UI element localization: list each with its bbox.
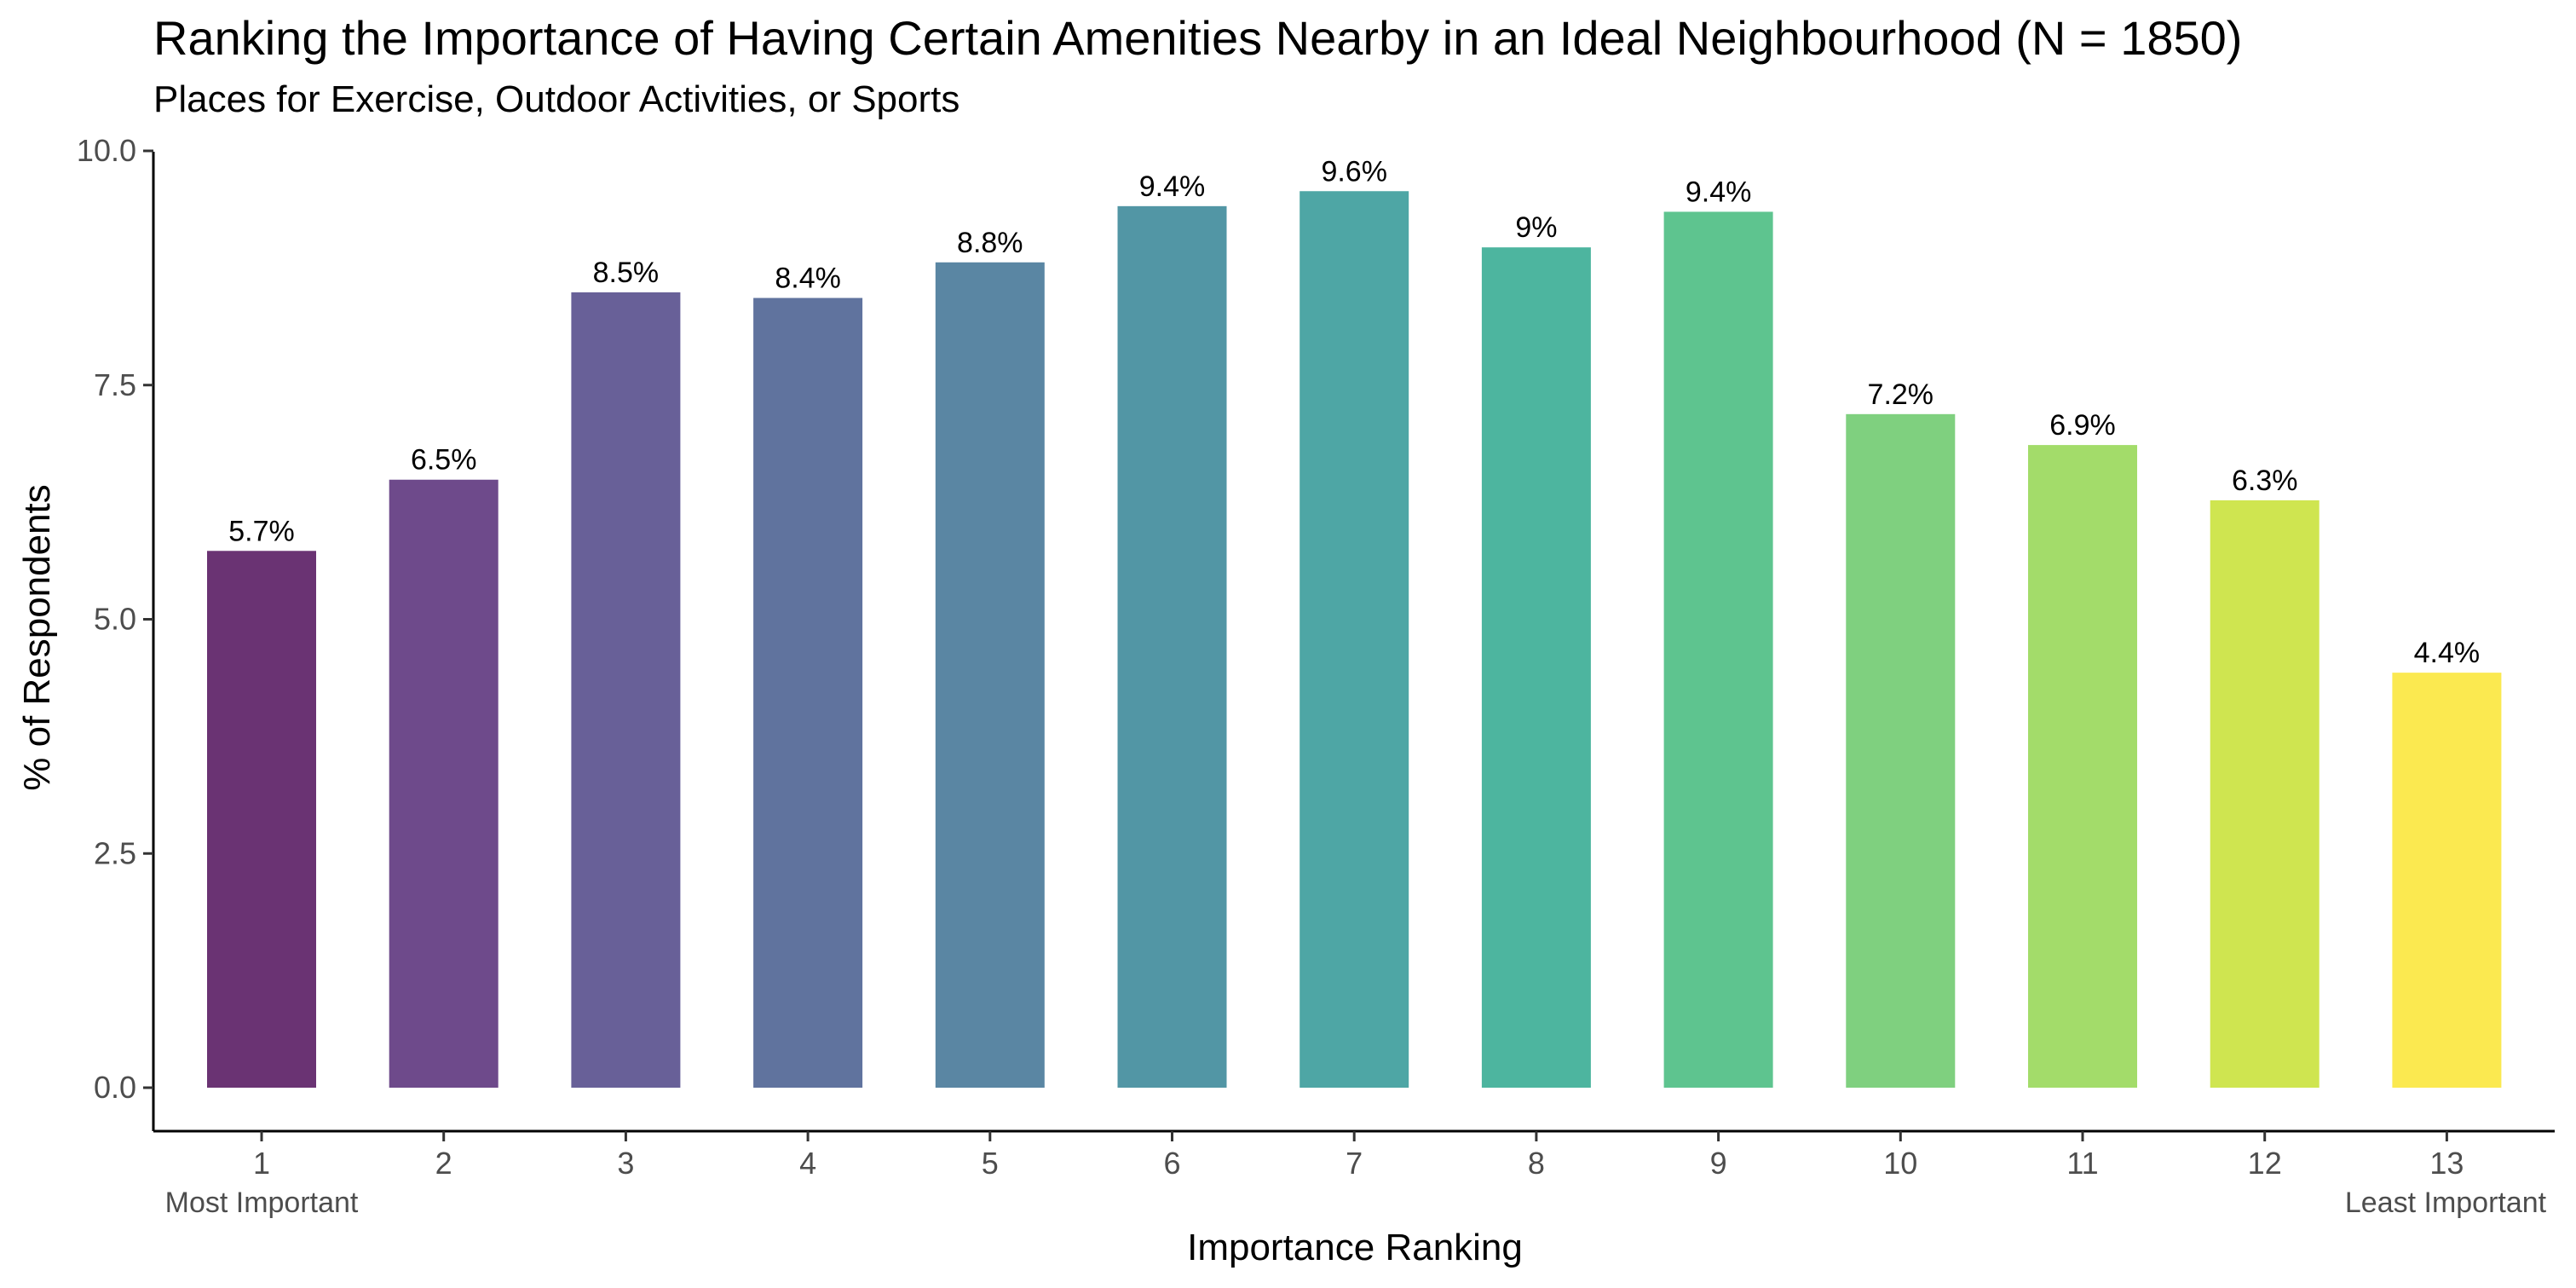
y-tick-label: 0.0 [94, 1070, 136, 1105]
data-label-rank-4: 8.4% [775, 263, 841, 295]
data-label-rank-5: 8.8% [957, 227, 1023, 259]
data-label-rank-8: 9% [1515, 211, 1557, 244]
y-tick-label: 5.0 [94, 602, 136, 637]
data-label-rank-11: 6.9% [2049, 409, 2116, 442]
bar-rank-5 [935, 262, 1045, 1088]
data-label-rank-10: 7.2% [1868, 378, 1934, 411]
y-axis: 0.0 2.5 5.0 7.5 10.0 [77, 133, 155, 1131]
x-end-label-most-important: Most Important [165, 1187, 359, 1219]
y-tick-label: 10.0 [77, 133, 136, 168]
y-tick-label: 2.5 [94, 835, 136, 870]
y-axis-title: % of Respondents [16, 484, 58, 791]
x-tick-label: 10 [1883, 1146, 1917, 1181]
y-tick-label: 7.5 [94, 367, 136, 402]
x-tick-label: 6 [1163, 1146, 1180, 1181]
x-end-label-least-important: Least Important [2345, 1187, 2547, 1219]
x-tick-label: 9 [1710, 1146, 1727, 1181]
x-tick-label: 7 [1346, 1146, 1363, 1181]
bar-rank-13 [2392, 673, 2502, 1088]
x-tick-label: 5 [982, 1146, 999, 1181]
bar-rank-2 [389, 479, 498, 1088]
data-label-rank-9: 9.4% [1686, 176, 1752, 208]
data-label-rank-13: 4.4% [2414, 637, 2481, 669]
bar-rank-10 [1846, 413, 1956, 1089]
x-axis: 1 2 3 4 5 6 7 8 9 10 11 12 13 [153, 1129, 2555, 1181]
bar-rank-12 [2210, 500, 2320, 1088]
x-tick-label: 4 [799, 1146, 816, 1181]
data-label-rank-3: 8.5% [593, 257, 660, 289]
x-tick-label: 8 [1528, 1146, 1545, 1181]
x-tick-label: 11 [2066, 1146, 2098, 1181]
bar-rank-11 [2028, 445, 2137, 1088]
data-label-rank-1: 5.7% [228, 515, 295, 547]
x-tick-label: 3 [617, 1146, 634, 1181]
bar-rank-6 [1117, 205, 1227, 1088]
chart-subtitle: Places for Exercise, Outdoor Activities,… [153, 78, 960, 120]
x-tick-label: 13 [2429, 1146, 2464, 1181]
bar-rank-1 [207, 551, 316, 1088]
x-tick-label: 2 [435, 1146, 452, 1181]
data-label-rank-12: 6.3% [2232, 465, 2298, 497]
bar-rank-3 [571, 292, 681, 1089]
x-axis-title: Importance Ranking [1187, 1227, 1523, 1268]
data-label-rank-2: 6.5% [411, 444, 477, 477]
bar-rank-9 [1663, 211, 1773, 1088]
x-tick-label: 12 [2248, 1146, 2282, 1181]
data-labels: 5.7% 6.5% 8.5% 8.4% 8.8% 9.4% 9.6% 9% 9.4% 7.2% 6.… [228, 155, 2480, 669]
x-tick-label: 1 [253, 1146, 270, 1181]
bars [207, 191, 2502, 1089]
data-label-rank-6: 9.4% [1139, 170, 1206, 203]
bar-rank-4 [753, 297, 863, 1089]
bar-rank-7 [1300, 191, 1409, 1089]
data-label-rank-7: 9.6% [1321, 155, 1387, 188]
bar-rank-8 [1481, 247, 1591, 1088]
chart-title: Ranking the Importance of Having Certain… [153, 11, 2243, 65]
